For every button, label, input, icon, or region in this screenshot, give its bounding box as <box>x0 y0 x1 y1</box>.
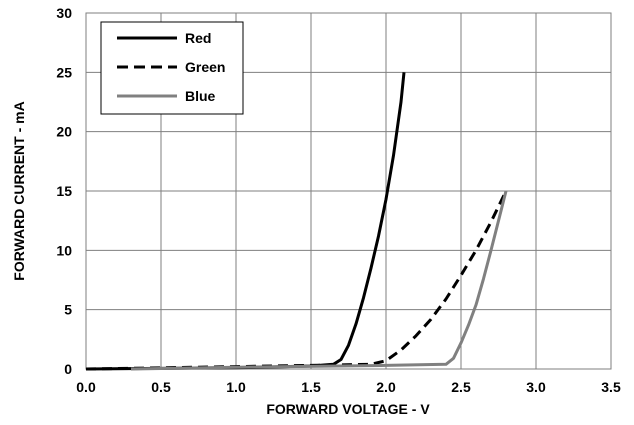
x-tick-label: 0.0 <box>76 379 96 395</box>
legend-label-blue: Blue <box>185 88 216 104</box>
x-axis-title: FORWARD VOLTAGE - V <box>266 401 430 417</box>
y-tick-label: 15 <box>56 183 72 199</box>
x-tick-labels: 0.0 0.5 1.0 1.5 2.0 2.5 3.0 3.5 <box>76 379 621 395</box>
series-line-red <box>85 72 406 371</box>
x-tick-label: 3.0 <box>526 379 546 395</box>
y-tick-label: 20 <box>56 124 72 140</box>
series-layer <box>85 72 508 371</box>
series-line-green <box>85 190 508 371</box>
y-axis-title: FORWARD CURRENT - mA <box>11 101 27 280</box>
legend: Red Green Blue <box>100 21 244 115</box>
y-tick-label: 30 <box>56 5 72 21</box>
y-tick-label: 0 <box>64 361 72 377</box>
x-tick-label: 1.5 <box>301 379 321 395</box>
y-tick-label: 5 <box>64 302 72 318</box>
plot-frame <box>85 12 612 370</box>
x-tick-label: 2.5 <box>451 379 471 395</box>
y-tick-label: 10 <box>56 242 72 258</box>
y-tick-labels: 0 5 10 15 20 25 30 <box>56 5 72 377</box>
x-tick-label: 2.0 <box>376 379 396 395</box>
x-tick-label: 3.5 <box>601 379 621 395</box>
y-tick-label: 25 <box>56 64 72 80</box>
x-tick-label: 1.0 <box>226 379 246 395</box>
series-line-blue <box>130 190 508 371</box>
x-tick-label: 0.5 <box>151 379 171 395</box>
legend-label-green: Green <box>185 59 225 75</box>
legend-label-red: Red <box>185 30 211 46</box>
